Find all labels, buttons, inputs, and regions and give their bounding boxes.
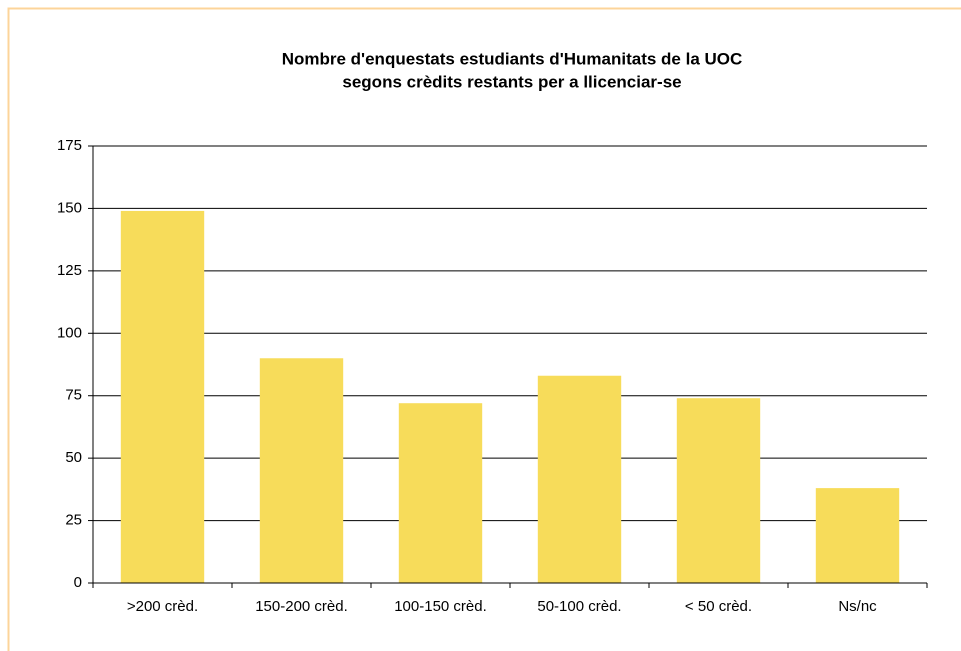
y-tick-label: 0 [74,574,82,591]
bar [398,403,483,583]
x-tick-label: >200 crèd. [127,598,198,615]
y-tick-label: 175 [57,137,82,154]
y-tick-label: 100 [57,324,82,341]
y-tick-label: 25 [65,512,82,529]
y-tick-label: 50 [65,449,82,466]
x-tick-label: 50-100 crèd. [537,598,621,615]
bar [120,210,205,583]
y-tick-label: 150 [57,199,82,216]
bar [676,398,761,583]
bar [815,488,900,583]
x-tick-label: < 50 crèd. [685,598,752,615]
y-tick-label: 75 [65,387,82,404]
chart-title: segons crèdits restants per a llicenciar… [342,72,681,91]
y-tick-label: 125 [57,262,82,279]
chart-title: Nombre d'enquestats estudiants d'Humanit… [282,49,743,68]
frame [7,7,961,651]
x-tick-label: 150-200 crèd. [255,598,348,615]
x-tick-label: 100-150 crèd. [394,598,487,615]
bar [537,375,622,583]
x-tick-label: Ns/nc [838,598,877,615]
bar [259,358,344,583]
